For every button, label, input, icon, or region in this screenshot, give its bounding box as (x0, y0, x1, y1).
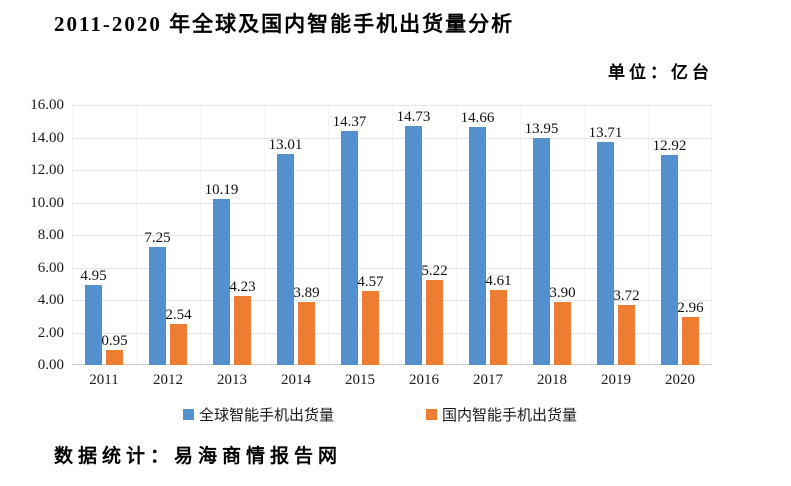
bar-value-label: 0.95 (101, 333, 128, 349)
gridline (72, 105, 712, 106)
bar-value-label: 2.54 (165, 307, 192, 323)
bar-value-label: 10.19 (204, 182, 239, 198)
bar-global (533, 138, 550, 365)
y-axis-tick-label: 14.00 (30, 129, 64, 146)
bar-global (597, 142, 614, 365)
y-axis-tick-label: 10.00 (30, 194, 64, 211)
bar-domestic (426, 280, 443, 365)
gridline (72, 267, 712, 269)
bar-value-label: 14.37 (332, 114, 367, 130)
legend-swatch-icon (426, 409, 437, 420)
bar-global (341, 131, 358, 365)
x-axis-tick-label: 2014 (281, 372, 311, 388)
y-axis-tick-label: 2.00 (37, 324, 64, 341)
bar-domestic (170, 324, 187, 365)
y-axis-tick-label: 12.00 (30, 162, 64, 178)
bar-domestic (682, 317, 699, 365)
bar-value-label: 4.95 (80, 268, 107, 284)
bar-global (213, 199, 230, 365)
bar-value-label: 13.01 (268, 137, 303, 153)
legend-item-domestic: 国内智能手机出货量 (426, 404, 577, 425)
bar-global (277, 154, 294, 365)
bar-domestic (234, 296, 251, 365)
legend-swatch-icon (183, 409, 194, 420)
bar-value-label: 3.90 (549, 285, 576, 301)
y-axis-tick-label: 16.00 (30, 97, 64, 113)
gridline (72, 332, 712, 334)
y-axis-tick-label: 0.00 (37, 357, 64, 373)
bar-domestic (298, 302, 315, 365)
source-label: 数据统计：易海商情报告网 (54, 446, 343, 467)
bar-global (661, 155, 678, 365)
bar-domestic (362, 291, 379, 365)
legend: 全球智能手机出货量 国内智能手机出货量 (0, 404, 791, 426)
x-axis-tick-label: 2013 (217, 372, 247, 388)
x-axis-tick-label: 2017 (473, 372, 503, 388)
gridline (72, 235, 712, 236)
bar-value-label: 3.89 (293, 285, 320, 301)
x-axis-line (72, 364, 712, 365)
y-axis-tick-label: 8.00 (37, 227, 64, 243)
bar-value-label: 7.25 (144, 230, 171, 246)
legend-label: 全球智能手机出货量 (199, 408, 335, 424)
x-axis-tick-label: 2012 (153, 372, 183, 388)
bar-value-label: 4.57 (357, 274, 384, 290)
x-axis-tick-label: 2019 (601, 372, 631, 388)
legend-item-global: 全球智能手机出货量 (183, 404, 334, 425)
legend-label: 国内智能手机出货量 (442, 408, 578, 424)
y-axis-tick-label: 4.00 (37, 292, 64, 308)
chart-title: 2011-2020 年全球及国内智能手机出货量分析 (54, 12, 515, 36)
gridline (72, 300, 712, 301)
x-axis-tick-label: 2011 (89, 372, 119, 388)
bar-domestic (490, 290, 507, 365)
x-axis-tick-label: 2015 (345, 372, 375, 388)
bar-domestic (106, 350, 123, 365)
gridline (72, 170, 712, 171)
bar-domestic (554, 302, 571, 365)
bar-value-label: 3.72 (613, 288, 640, 304)
bar-value-label: 14.66 (460, 110, 495, 126)
bar-domestic (618, 305, 635, 365)
bar-value-label: 13.95 (524, 121, 559, 137)
gridline (72, 202, 712, 204)
x-axis-tick-label: 2020 (665, 372, 695, 388)
unit-label: 单位：亿台 (608, 63, 713, 82)
bar-global (85, 285, 102, 365)
bar-value-label: 2.96 (677, 300, 704, 316)
bar-value-label: 14.73 (396, 109, 431, 125)
y-axis-tick-label: 6.00 (37, 259, 64, 276)
bar-value-label: 5.22 (421, 263, 448, 279)
x-axis-tick-label: 2018 (537, 372, 567, 388)
bar-value-label: 4.23 (229, 279, 256, 295)
bar-global (149, 247, 166, 365)
bar-value-label: 12.92 (652, 138, 687, 154)
bar-value-label: 13.71 (588, 125, 623, 141)
bar-global (469, 127, 486, 365)
bar-global (405, 126, 422, 365)
gridline (72, 137, 712, 139)
x-axis-tick-label: 2016 (409, 372, 439, 388)
bar-value-label: 4.61 (485, 273, 512, 289)
plot-area: 0.00 2.00 4.00 6.00 8.00 10.00 12.00 14.00 16.00… (30, 97, 712, 388)
